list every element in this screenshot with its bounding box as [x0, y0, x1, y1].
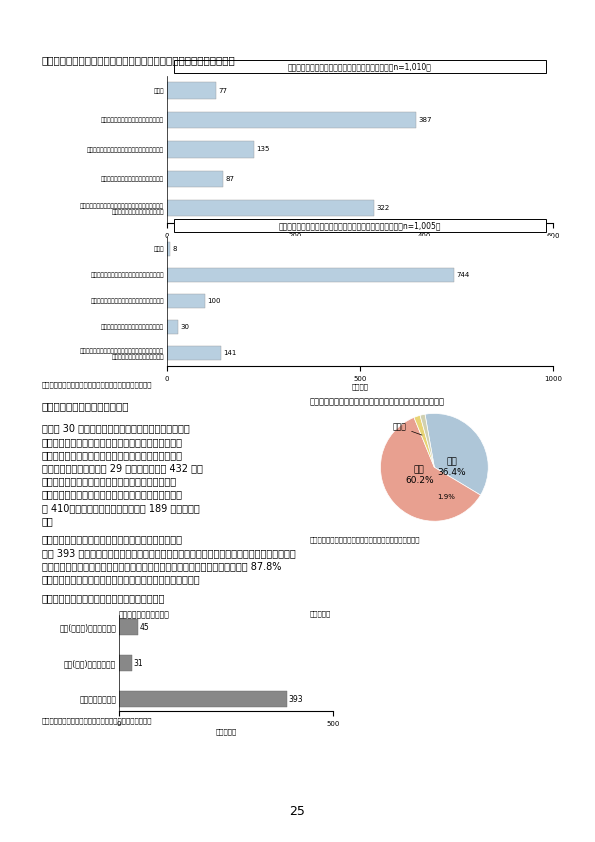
- Bar: [119, 619, 138, 635]
- Text: 30: 30: [180, 324, 190, 330]
- Bar: [167, 83, 216, 99]
- Text: 図表　条例等及び処分規定の内容（複数回答）: 図表 条例等及び処分規定の内容（複数回答）: [42, 594, 165, 604]
- Bar: [167, 320, 178, 334]
- Text: 77: 77: [219, 88, 228, 93]
- Text: （自治体における条例の制定）: （自治体における条例の制定）: [42, 402, 129, 412]
- Text: 100: 100: [208, 298, 221, 304]
- Wedge shape: [420, 414, 434, 467]
- Bar: [167, 141, 253, 157]
- Text: 図表　空き家・空き地等の情報を公開する仕組みの有無（複数回答）: 図表 空き家・空き地等の情報を公開する仕組みの有無（複数回答）: [42, 55, 236, 65]
- Text: 87: 87: [226, 176, 234, 182]
- Bar: [167, 112, 416, 128]
- Text: 無回答: 無回答: [392, 423, 422, 435]
- Bar: [167, 268, 455, 282]
- Text: 135: 135: [256, 147, 270, 152]
- Text: 資料：国土交通省「空き地等に関する自治体アンケート」: 資料：国土交通省「空き地等に関する自治体アンケート」: [309, 536, 420, 543]
- Text: 25: 25: [290, 806, 305, 818]
- Text: 141: 141: [224, 350, 237, 356]
- Bar: [167, 200, 374, 216]
- Text: 空き家の情報を公開する仕組みの有無（複数回答、n=1,010）: 空き家の情報を公開する仕組みの有無（複数回答、n=1,010）: [288, 62, 432, 71]
- Bar: [167, 346, 221, 360]
- Text: 空き地等の情報を公開するような仕組みの有無（複数回答、n=1,005）: 空き地等の情報を公開するような仕組みの有無（複数回答、n=1,005）: [278, 221, 441, 230]
- Text: なし
60.2%: なし 60.2%: [405, 466, 434, 485]
- Text: 昭和 30 年代から一部の自治体において空き地等を
対策する条例等が制定されはじめたが、管理が不十分
な空き地の増加等が問題になるにつれて、その制定数
は増え続: 昭和 30 年代から一部の自治体において空き地等を 対策する条例等が制定されはじ…: [42, 424, 202, 526]
- Bar: [167, 294, 205, 308]
- Text: 8: 8: [172, 246, 177, 252]
- Text: 45: 45: [140, 622, 149, 632]
- Bar: [119, 691, 287, 707]
- Text: 条例等の内容については、「罰則の規定がある」も
のが 393 存在し、その多くに、「指導・助言」、「勧告」、「措置命令」の規定がある。た
だし、その適用実績とし: 条例等の内容については、「罰則の規定がある」も のが 393 存在し、その多くに…: [42, 535, 295, 584]
- Bar: [119, 655, 132, 671]
- Text: （団体数）: （団体数）: [309, 610, 331, 617]
- FancyBboxPatch shape: [174, 219, 546, 232]
- Wedge shape: [380, 418, 481, 521]
- FancyBboxPatch shape: [174, 60, 546, 73]
- Text: 393: 393: [289, 695, 303, 704]
- Bar: [167, 242, 170, 256]
- Text: 744: 744: [457, 272, 470, 278]
- Text: 条例の内容（処数回答）: 条例の内容（処数回答）: [119, 610, 170, 620]
- X-axis label: （団体数）: （団体数）: [215, 728, 237, 735]
- Wedge shape: [414, 415, 434, 467]
- Text: 資料：国土交通省「空き地等に関する自治体アンケート」: 資料：国土交通省「空き地等に関する自治体アンケート」: [42, 381, 152, 388]
- Text: あり
36.4%: あり 36.4%: [437, 457, 466, 477]
- Text: 31: 31: [133, 658, 143, 668]
- Text: 図表　空き地等の管理や利活用の促進のための条例等の有無: 図表 空き地等の管理や利活用の促進のための条例等の有無: [309, 397, 444, 407]
- Text: 322: 322: [377, 205, 390, 211]
- Text: 1.9%: 1.9%: [437, 494, 455, 500]
- Text: 資料　国土交通省「空き地等に関する自治体アンケート」: 資料 国土交通省「空き地等に関する自治体アンケート」: [42, 717, 152, 724]
- Bar: [167, 171, 223, 187]
- X-axis label: （元数）: （元数）: [352, 383, 368, 390]
- Text: 387: 387: [419, 117, 432, 123]
- Wedge shape: [425, 413, 488, 495]
- X-axis label: （件数）: （件数）: [352, 240, 368, 247]
